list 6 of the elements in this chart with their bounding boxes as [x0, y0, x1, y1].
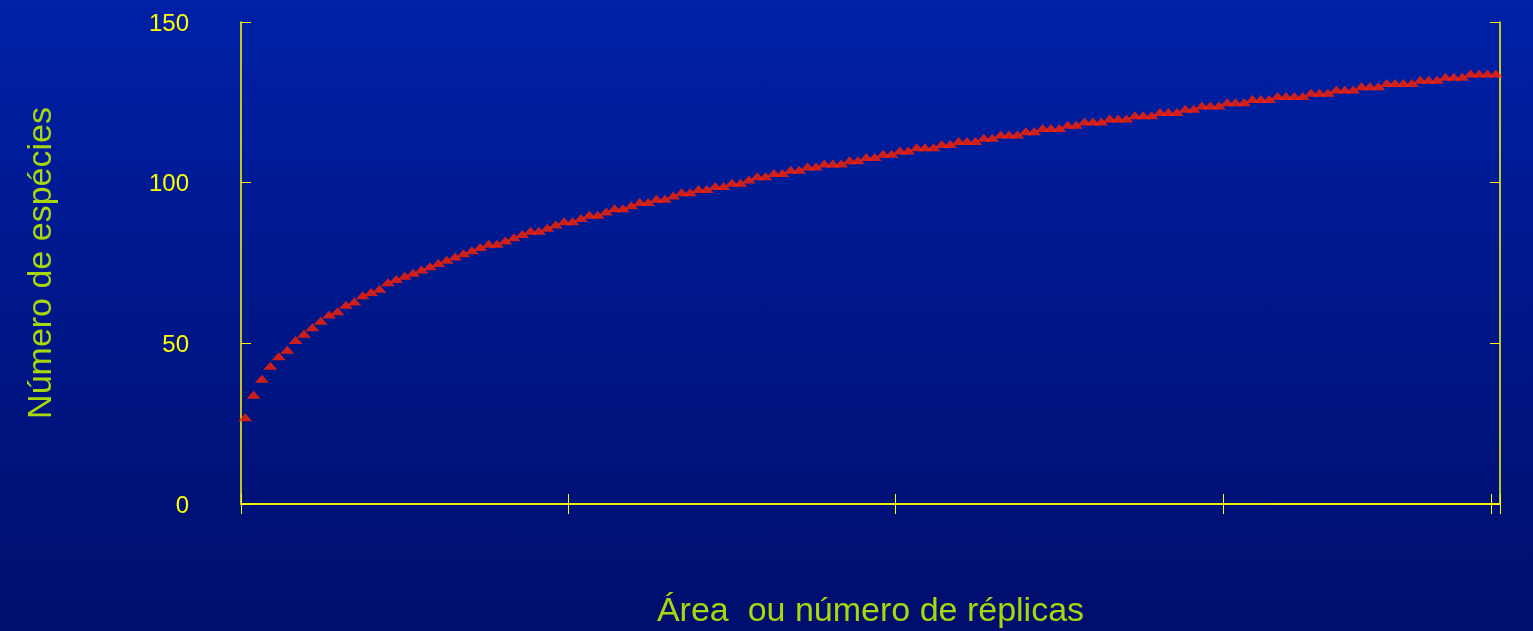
- y-tick-label: 50: [162, 329, 189, 357]
- y-tick-label: 0: [175, 490, 189, 518]
- y-tick-label: 100: [148, 169, 189, 197]
- x-axis-title: Área ou número de réplicas: [656, 590, 1085, 628]
- y-tick-label: 150: [148, 8, 189, 36]
- y-axis-title: Número de espécies: [20, 107, 58, 419]
